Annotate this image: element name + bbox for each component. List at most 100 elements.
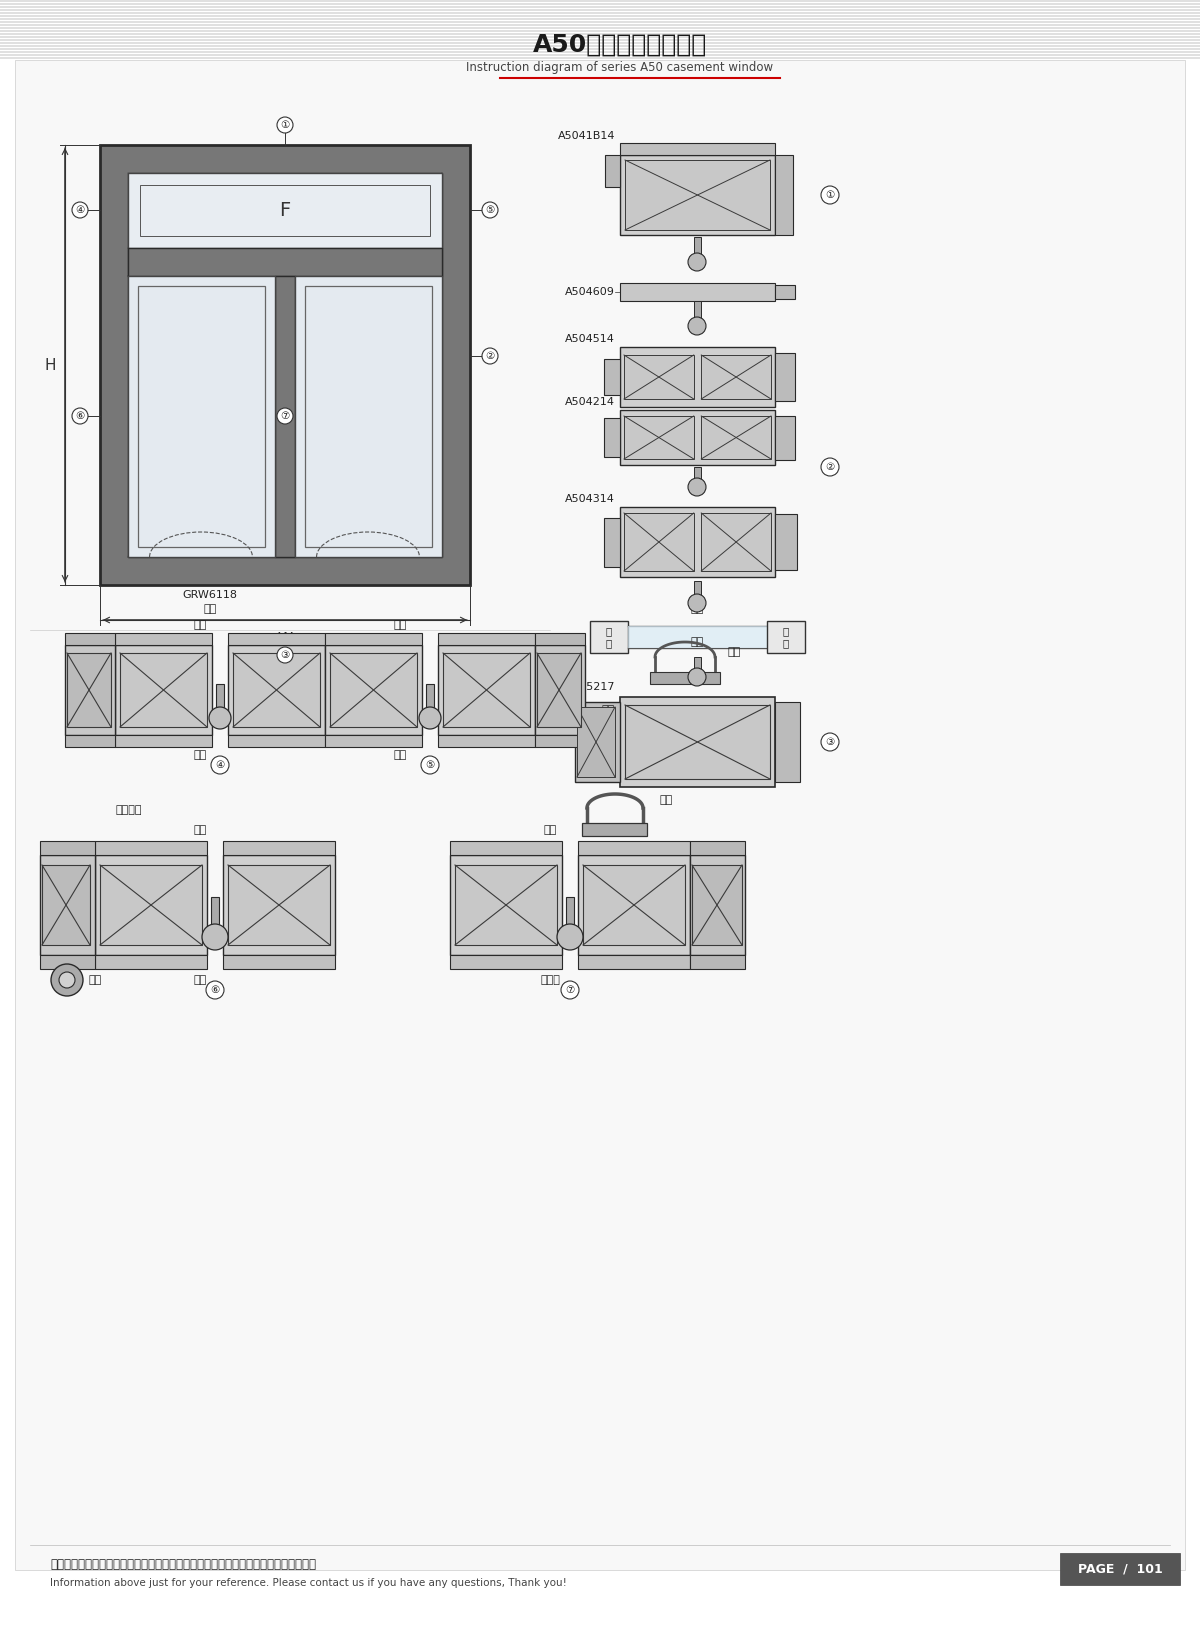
Circle shape (821, 186, 839, 204)
Bar (95, 855, 208, 956)
Text: 室外: 室外 (394, 751, 407, 760)
Text: 室
外: 室 外 (782, 627, 790, 648)
Bar (325, 645, 422, 734)
Text: A5041B14: A5041B14 (558, 130, 616, 142)
Bar (620, 410, 775, 466)
Text: ⑥: ⑥ (210, 985, 220, 995)
Bar (115, 645, 212, 734)
Bar (455, 864, 557, 944)
Bar (650, 672, 720, 684)
Bar (575, 702, 620, 781)
Text: Instruction diagram of series A50 casement window: Instruction diagram of series A50 caseme… (467, 62, 774, 75)
Circle shape (688, 252, 706, 270)
Text: H: H (44, 358, 55, 373)
Bar (138, 287, 265, 547)
Circle shape (562, 982, 580, 1000)
Bar (216, 684, 224, 715)
Text: A504214: A504214 (565, 397, 616, 407)
Bar (228, 734, 325, 747)
Circle shape (421, 755, 439, 773)
Circle shape (72, 409, 88, 423)
Text: ④: ④ (76, 205, 85, 215)
Bar (228, 864, 330, 944)
Text: 室内: 室内 (394, 620, 407, 630)
Bar (690, 842, 745, 855)
Bar (305, 287, 432, 547)
Bar (450, 855, 562, 956)
Bar (120, 653, 208, 728)
Bar (443, 653, 530, 728)
Bar (620, 155, 775, 234)
Bar (620, 697, 775, 786)
Bar (115, 734, 212, 747)
Bar (620, 283, 775, 301)
Bar (538, 653, 581, 728)
Bar (100, 145, 470, 584)
Circle shape (688, 317, 706, 335)
Circle shape (688, 667, 706, 685)
Bar (223, 855, 335, 956)
Bar (140, 186, 430, 236)
Bar (325, 734, 422, 747)
Bar (128, 277, 275, 557)
Text: 合页: 合页 (89, 975, 102, 985)
Bar (767, 620, 805, 653)
Circle shape (482, 348, 498, 365)
Text: 室
内: 室 内 (606, 627, 612, 648)
Text: ⑤: ⑤ (485, 205, 494, 215)
Bar (438, 734, 535, 747)
Text: ②: ② (485, 352, 494, 361)
Bar (228, 645, 325, 734)
Bar (775, 155, 793, 234)
Text: 室内: 室内 (544, 825, 557, 835)
Bar (100, 864, 202, 944)
Text: 室外: 室外 (193, 751, 206, 760)
Text: ⑦: ⑦ (281, 410, 289, 422)
Circle shape (419, 707, 442, 729)
Circle shape (482, 202, 498, 218)
Text: ①: ① (281, 120, 289, 130)
Bar (624, 513, 694, 571)
Circle shape (277, 646, 293, 663)
Text: 两点锁: 两点锁 (540, 975, 560, 985)
Text: 室内: 室内 (193, 620, 206, 630)
Bar (578, 842, 690, 855)
Bar (438, 645, 535, 734)
Bar (625, 160, 770, 230)
Bar (582, 824, 647, 837)
Circle shape (821, 733, 839, 751)
Bar (95, 956, 208, 969)
Circle shape (209, 707, 230, 729)
Bar (211, 897, 220, 931)
Bar (325, 633, 422, 645)
Bar (67, 653, 112, 728)
Text: ①: ① (826, 190, 835, 200)
Bar (426, 684, 434, 715)
Bar (223, 842, 335, 855)
Text: GRW6118: GRW6118 (182, 589, 238, 601)
Text: A504514: A504514 (565, 334, 616, 344)
Text: 执手: 执手 (727, 646, 740, 658)
Bar (605, 155, 620, 187)
Text: F: F (280, 200, 290, 220)
Bar (775, 415, 796, 459)
Bar (775, 514, 797, 570)
Bar (450, 956, 562, 969)
Text: Information above just for your reference. Please contact us if you have any que: Information above just for your referenc… (50, 1578, 566, 1587)
Bar (128, 247, 442, 277)
Bar (566, 897, 574, 931)
Bar (330, 653, 418, 728)
Bar (694, 467, 701, 487)
Bar (694, 301, 701, 326)
Text: A50系列平开窗结构图: A50系列平开窗结构图 (533, 33, 707, 57)
Bar (624, 417, 694, 459)
Bar (535, 734, 586, 747)
Bar (578, 956, 690, 969)
Bar (624, 355, 694, 399)
Bar (128, 173, 442, 557)
Bar (65, 734, 115, 747)
Circle shape (277, 117, 293, 133)
Text: 角码: 角码 (601, 705, 616, 715)
Bar (625, 705, 770, 780)
Bar (578, 855, 690, 956)
